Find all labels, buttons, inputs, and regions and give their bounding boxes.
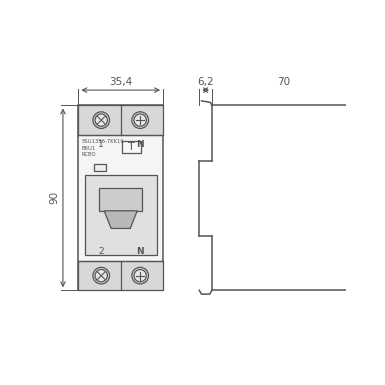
- Circle shape: [357, 194, 365, 202]
- Text: 5SU1356-7KK16: 5SU1356-7KK16: [82, 139, 124, 144]
- Text: N: N: [136, 140, 144, 149]
- Bar: [79, 261, 163, 290]
- Text: 90: 90: [50, 191, 60, 204]
- Circle shape: [359, 196, 363, 200]
- Text: 1: 1: [98, 140, 104, 149]
- Bar: [99, 188, 142, 211]
- Bar: [79, 105, 163, 290]
- Text: RCBO: RCBO: [82, 152, 96, 157]
- Polygon shape: [199, 105, 367, 290]
- Bar: [94, 164, 106, 171]
- Bar: [84, 175, 157, 255]
- Text: N: N: [136, 247, 144, 256]
- Text: 70: 70: [277, 77, 290, 87]
- Text: B6U1: B6U1: [82, 146, 96, 151]
- Circle shape: [95, 270, 107, 282]
- Text: 35,4: 35,4: [109, 77, 132, 87]
- Text: 6,2: 6,2: [197, 77, 214, 87]
- Text: 2: 2: [99, 247, 104, 256]
- Bar: [79, 105, 163, 135]
- Circle shape: [134, 270, 146, 282]
- Circle shape: [134, 114, 146, 126]
- Bar: [122, 141, 141, 153]
- Polygon shape: [104, 211, 137, 228]
- Circle shape: [95, 114, 107, 126]
- Text: T: T: [128, 142, 135, 152]
